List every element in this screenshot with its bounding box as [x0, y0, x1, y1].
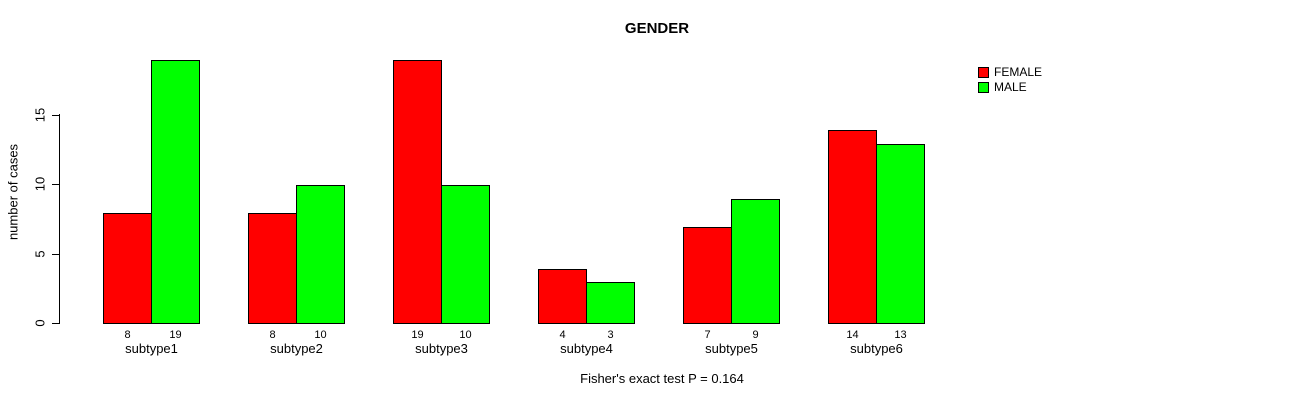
value-label-female-subtype3: 19	[411, 329, 424, 341]
value-label-female-subtype4: 4	[559, 329, 566, 341]
category-label-subtype2: subtype2	[270, 341, 323, 356]
bar-female-subtype4	[538, 269, 587, 324]
y-tick-15	[52, 114, 59, 116]
bar-female-subtype6	[828, 130, 877, 324]
legend-row-male: MALE	[978, 81, 1042, 93]
bar-female-subtype3	[393, 60, 442, 324]
y-tick-label-5: 5	[32, 250, 48, 258]
value-label-female-subtype1: 8	[124, 329, 131, 341]
value-label-male-subtype6: 13	[894, 329, 907, 341]
y-tick-10	[52, 184, 59, 186]
bar-male-subtype6	[876, 144, 925, 324]
y-axis-label: number of cases	[5, 143, 21, 241]
legend-swatch-female	[978, 66, 989, 78]
y-tick-label-10: 10	[32, 177, 48, 192]
legend-swatch-male	[978, 81, 989, 93]
value-label-female-subtype2: 8	[269, 329, 276, 341]
category-label-subtype5: subtype5	[705, 341, 758, 356]
value-label-female-subtype5: 7	[704, 329, 711, 341]
category-label-subtype1: subtype1	[125, 341, 178, 356]
legend: FEMALE MALE	[978, 66, 1042, 96]
value-label-male-subtype1: 19	[169, 329, 182, 341]
y-tick-0	[52, 323, 59, 324]
legend-label-female: FEMALE	[994, 65, 1043, 79]
value-label-male-subtype4: 3	[607, 329, 614, 341]
category-label-subtype4: subtype4	[560, 341, 613, 356]
category-label-subtype3: subtype3	[415, 341, 468, 356]
bar-female-subtype5	[683, 227, 732, 324]
bar-male-subtype2	[296, 185, 345, 324]
legend-row-female: FEMALE	[978, 66, 1042, 78]
y-tick-label-0: 0	[32, 319, 48, 327]
legend-label-male: MALE	[994, 80, 1027, 94]
bar-male-subtype5	[731, 199, 780, 324]
value-label-male-subtype3: 10	[459, 329, 472, 341]
bar-male-subtype4	[586, 282, 635, 324]
bar-female-subtype1	[103, 213, 152, 324]
y-tick-5	[52, 253, 59, 255]
y-axis-line	[59, 114, 60, 324]
caption: Fisher's exact test P = 0.164	[580, 371, 744, 386]
category-label-subtype6: subtype6	[850, 341, 903, 356]
bar-male-subtype1	[151, 60, 200, 324]
bar-male-subtype3	[441, 185, 490, 324]
chart-title: GENDER	[624, 20, 690, 37]
bar-female-subtype2	[248, 213, 297, 324]
value-label-female-subtype6: 14	[846, 329, 859, 341]
value-label-male-subtype2: 10	[314, 329, 327, 341]
y-tick-label-15: 15	[32, 107, 48, 123]
value-label-male-subtype5: 9	[752, 329, 759, 341]
